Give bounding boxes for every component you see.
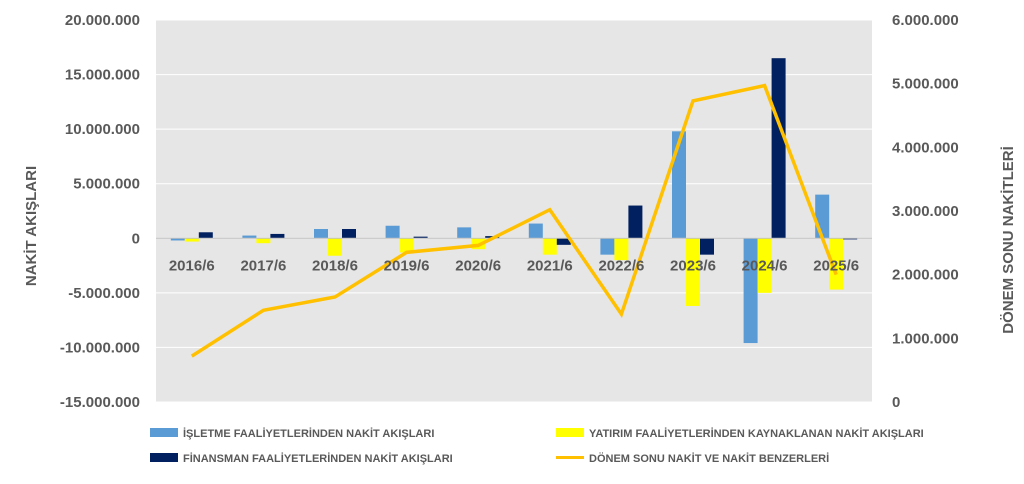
left-tick-label: 0 bbox=[132, 230, 140, 247]
category-label: 2022/6 bbox=[598, 257, 644, 274]
bar bbox=[757, 238, 772, 293]
bar bbox=[413, 236, 428, 239]
category-label: 2024/6 bbox=[742, 257, 788, 274]
category-label: 2021/6 bbox=[527, 257, 573, 274]
legend-swatch bbox=[556, 428, 584, 437]
bar bbox=[843, 238, 858, 240]
right-tick-label: 0 bbox=[892, 394, 900, 411]
legend-label: İŞLETME FAALİYETLERİNDEN NAKİT AKIŞLARI bbox=[183, 427, 434, 440]
right-tick-label: 2.000.000 bbox=[892, 267, 959, 284]
bar bbox=[743, 238, 758, 344]
bar bbox=[198, 232, 213, 239]
legend: İŞLETME FAALİYETLERİNDEN NAKİT AKIŞLARI Y… bbox=[150, 427, 924, 465]
bar bbox=[328, 238, 342, 256]
bar bbox=[399, 238, 414, 253]
category-label: 2025/6 bbox=[813, 257, 859, 274]
category-label: 2023/6 bbox=[670, 257, 716, 274]
bar bbox=[385, 225, 400, 239]
category-label: 2020/6 bbox=[455, 257, 501, 274]
bar bbox=[829, 238, 844, 290]
legend-label: YATIRIM FAALİYETLERİNDEN KAYNAKLANAN NAK… bbox=[589, 427, 924, 440]
bar bbox=[700, 238, 714, 255]
bars-group bbox=[170, 58, 858, 344]
left-tick-label: 5.000.000 bbox=[73, 176, 140, 193]
bar bbox=[542, 238, 557, 255]
bar bbox=[270, 233, 285, 239]
right-axis-title: DÖNEM SONU NAKİTLERİ bbox=[1000, 146, 1017, 334]
left-tick-label: -5.000.000 bbox=[68, 285, 140, 302]
bar bbox=[170, 238, 185, 241]
series-line bbox=[190, 83, 838, 358]
category-label: 2019/6 bbox=[384, 257, 430, 274]
bar bbox=[815, 194, 830, 239]
right-tick-label: 3.000.000 bbox=[892, 203, 959, 220]
bar bbox=[242, 235, 257, 239]
left-tick-label: -10.000.000 bbox=[60, 339, 140, 356]
bar bbox=[342, 229, 356, 239]
bar bbox=[314, 229, 328, 239]
legend-label: DÖNEM SONU NAKİT VE NAKİT BENZERLERİ bbox=[589, 452, 829, 465]
right-tick-label: 4.000.000 bbox=[892, 139, 959, 156]
bar bbox=[771, 58, 786, 239]
bar bbox=[457, 227, 472, 239]
line-series-group bbox=[190, 83, 838, 358]
legend-swatch bbox=[150, 453, 178, 462]
plot-area bbox=[156, 20, 872, 402]
category-label: 2018/6 bbox=[312, 257, 358, 274]
left-tick-label: 15.000.000 bbox=[65, 67, 140, 84]
category-labels: 2016/6 2017/6 2018/6 2019/6 2020/6 2021/6 2022… bbox=[169, 257, 859, 274]
bar bbox=[600, 238, 615, 255]
bar bbox=[556, 238, 571, 245]
bar bbox=[628, 205, 643, 239]
left-tick-label: 20.000.000 bbox=[65, 12, 140, 29]
bar bbox=[256, 238, 271, 244]
legend-swatch bbox=[150, 428, 178, 437]
bar bbox=[528, 223, 543, 239]
left-tick-label: -15.000.000 bbox=[60, 394, 140, 411]
right-tick-label: 5.000.000 bbox=[892, 76, 959, 93]
left-tick-label: 10.000.000 bbox=[65, 121, 140, 138]
right-axis-ticks: 6.000.000 5.000.000 4.000.000 3.000.000 2.00… bbox=[892, 12, 959, 411]
bar bbox=[686, 238, 700, 306]
bar bbox=[184, 238, 199, 242]
category-label: 2017/6 bbox=[240, 257, 286, 274]
left-axis-title: NAKİT AKIŞLARI bbox=[23, 166, 40, 286]
right-tick-label: 1.000.000 bbox=[892, 330, 959, 347]
right-tick-label: 6.000.000 bbox=[892, 12, 959, 29]
category-label: 2016/6 bbox=[169, 257, 215, 274]
bar bbox=[614, 238, 629, 261]
legend-label: FİNANSMAN FAALİYETLERİNDEN NAKİT AKIŞLAR… bbox=[183, 452, 453, 465]
left-axis-ticks: 20.000.000 15.000.000 10.000.000 5.000.000 0… bbox=[60, 12, 140, 411]
